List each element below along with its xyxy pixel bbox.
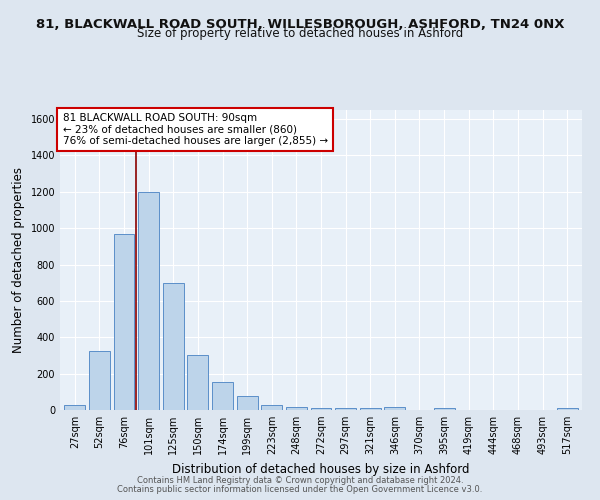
Bar [138,192,159,410]
Bar [236,396,257,410]
Text: 81 BLACKWALL ROAD SOUTH: 90sqm
← 23% of detached houses are smaller (860)
76% of: 81 BLACKWALL ROAD SOUTH: 90sqm ← 23% of … [62,113,328,146]
Bar [64,406,85,410]
Bar [557,408,578,410]
Bar [434,408,455,410]
Y-axis label: Number of detached properties: Number of detached properties [12,167,25,353]
Bar [261,404,282,410]
Bar [187,354,208,410]
Text: Contains public sector information licensed under the Open Government Licence v3: Contains public sector information licen… [118,485,482,494]
Text: Size of property relative to detached houses in Ashford: Size of property relative to detached ho… [137,28,463,40]
Bar [89,351,110,410]
Bar [113,234,134,410]
Bar [212,382,233,410]
Bar [385,408,406,410]
Text: 81, BLACKWALL ROAD SOUTH, WILLESBOROUGH, ASHFORD, TN24 0NX: 81, BLACKWALL ROAD SOUTH, WILLESBOROUGH,… [36,18,564,30]
Bar [335,408,356,410]
Bar [163,282,184,410]
Bar [286,406,307,410]
Bar [311,408,331,410]
Text: Contains HM Land Registry data © Crown copyright and database right 2024.: Contains HM Land Registry data © Crown c… [137,476,463,485]
Bar [360,408,381,410]
X-axis label: Distribution of detached houses by size in Ashford: Distribution of detached houses by size … [172,462,470,475]
